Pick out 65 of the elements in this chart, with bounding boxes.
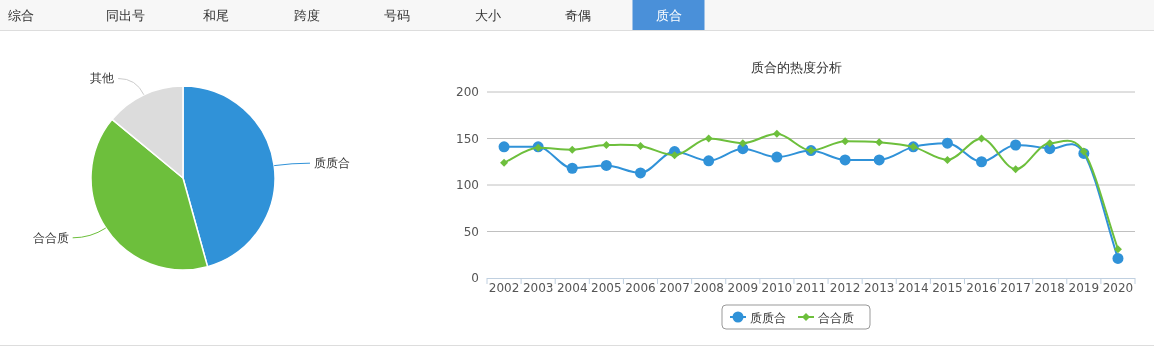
point: [568, 145, 577, 154]
point: [839, 154, 851, 166]
point: [498, 141, 510, 153]
text: 综合: [8, 8, 34, 23]
slice-label: 合合质: [32, 230, 69, 245]
point: [1045, 139, 1054, 148]
text: 大小: [474, 8, 501, 23]
text: 质合: [655, 8, 682, 23]
point: [703, 155, 715, 167]
point: [977, 134, 986, 143]
point: [704, 134, 713, 143]
x-tick-label: 2007: [659, 281, 690, 295]
legend-label: 质质合: [750, 310, 786, 325]
x-tick-label: 2019: [1068, 281, 1100, 295]
text: 奇偶: [565, 8, 591, 23]
text: 跨度: [293, 8, 320, 23]
x-tick-label: 2017: [1000, 281, 1031, 295]
point: [873, 154, 885, 166]
point: [772, 129, 781, 138]
x-tick-label: 2011: [795, 281, 827, 295]
x-tick-label: 2005: [591, 281, 622, 295]
x-tick-label: 2013: [863, 281, 895, 295]
point: [875, 138, 884, 147]
y-tick-label: 50: [463, 224, 479, 239]
legend-label: 合合质: [818, 310, 854, 325]
x-tick-label: 2003: [522, 281, 554, 295]
y-tick-label: 0: [471, 271, 479, 285]
point: [976, 156, 988, 168]
y-tick-label: 150: [456, 131, 479, 146]
text: 同出号: [106, 8, 145, 23]
point: [771, 151, 783, 163]
x-tick-label: 2009: [727, 281, 759, 295]
point: [841, 137, 850, 146]
x-tick-label: 2016: [966, 281, 997, 295]
x-tick-label: 2018: [1034, 281, 1066, 295]
point: [636, 141, 645, 150]
point: [602, 141, 611, 150]
slice-label: 质质合: [314, 156, 350, 171]
point: [634, 167, 646, 179]
x-tick-label: 2004: [556, 281, 588, 295]
point: [566, 162, 578, 174]
point: [1112, 252, 1124, 264]
x-tick-label: 2008: [693, 281, 724, 295]
y-tick-label: 200: [456, 85, 479, 99]
point: [738, 139, 747, 148]
x-tick-label: 2015: [932, 281, 963, 295]
point: [941, 137, 953, 149]
chart-title: 质合的热度分析: [750, 60, 842, 75]
x-tick-label: 2020: [1102, 281, 1134, 295]
x-tick-label: 2010: [761, 281, 793, 295]
point: [670, 151, 679, 160]
y-tick-label: 100: [456, 178, 479, 192]
point: [943, 155, 952, 164]
x-tick-label: 2012: [829, 281, 861, 295]
x-tick-label: 2002: [488, 281, 520, 295]
point: [600, 159, 612, 171]
x-tick-label: 2014: [898, 281, 929, 295]
point: [1010, 139, 1022, 151]
point: [500, 158, 509, 167]
point: [1113, 245, 1122, 254]
x-tick-label: 2006: [625, 281, 656, 295]
slice-label: 其他: [90, 71, 115, 86]
text: 和尾: [203, 8, 229, 23]
point: [1011, 165, 1020, 174]
text: 号码: [384, 8, 410, 23]
